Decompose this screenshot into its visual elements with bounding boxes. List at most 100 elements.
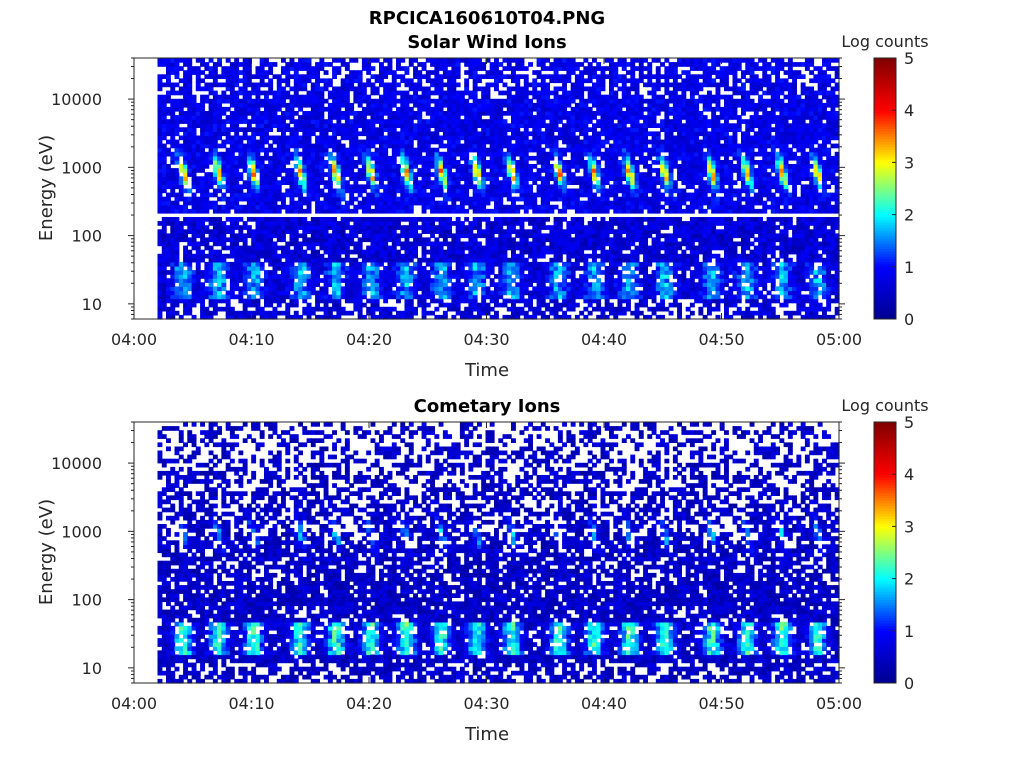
heatmap-cell xyxy=(366,147,372,153)
heatmap-cell xyxy=(221,119,227,124)
heatmap-cell xyxy=(310,94,316,100)
heatmap-cell xyxy=(302,225,308,230)
heatmap-cell xyxy=(161,282,167,287)
heatmap-cell xyxy=(477,282,482,287)
heatmap-cell xyxy=(204,123,210,128)
heatmap-cell xyxy=(212,290,218,296)
heatmap-cell xyxy=(272,314,278,320)
heatmap-cell xyxy=(344,257,350,263)
heatmap-cell xyxy=(374,217,380,222)
heatmap-cell xyxy=(174,62,180,67)
heatmap-cell xyxy=(472,90,478,96)
heatmap-cell xyxy=(200,286,205,292)
heatmap-cell xyxy=(195,106,201,112)
heatmap-cell xyxy=(170,266,176,271)
heatmap-cell xyxy=(217,135,222,141)
heatmap-cell xyxy=(259,102,265,108)
heatmap-cell xyxy=(396,123,401,128)
heatmap-cell xyxy=(200,192,205,198)
heatmap-cell xyxy=(255,90,261,96)
heatmap-cell xyxy=(421,274,427,279)
heatmap-cell xyxy=(255,70,261,75)
heatmap-cell xyxy=(404,274,410,279)
heatmap-cell xyxy=(183,237,188,243)
heatmap-cell xyxy=(536,188,542,194)
heatmap-cell xyxy=(212,90,218,96)
heatmap-cell xyxy=(323,225,329,230)
heatmap-cell xyxy=(519,270,525,275)
heatmap-cell xyxy=(276,294,282,300)
heatmap-cell xyxy=(298,62,303,67)
heatmap-cell xyxy=(430,253,435,259)
heatmap-cell xyxy=(225,98,231,104)
heatmap-cell xyxy=(306,314,312,320)
heatmap-cell xyxy=(489,143,495,149)
heatmap-cell xyxy=(451,70,457,75)
heatmap-cell xyxy=(170,282,176,287)
heatmap-cell xyxy=(187,294,193,300)
heatmap-cell xyxy=(285,70,291,75)
heatmap-cell xyxy=(494,106,499,112)
heatmap-cell xyxy=(208,119,214,124)
heatmap-cell xyxy=(268,261,274,267)
heatmap-cell xyxy=(489,221,495,226)
heatmap-cell xyxy=(285,225,291,230)
heatmap-cell xyxy=(536,192,542,198)
heatmap-cell xyxy=(238,151,244,157)
heatmap-cell xyxy=(285,188,291,194)
heatmap-cell xyxy=(242,70,248,75)
heatmap-cell xyxy=(396,172,401,177)
heatmap-cell xyxy=(246,143,252,149)
heatmap-cell xyxy=(349,249,355,255)
heatmap-cell xyxy=(327,180,333,185)
heatmap-cell xyxy=(481,168,487,173)
heatmap-cell xyxy=(166,168,171,173)
heatmap-cell xyxy=(268,233,274,239)
heatmap-cell xyxy=(259,147,265,153)
heatmap-cell xyxy=(391,115,397,120)
heatmap-cell xyxy=(336,180,342,185)
heatmap-cell xyxy=(421,176,427,181)
heatmap-cell xyxy=(434,282,440,287)
heatmap-cell xyxy=(396,115,401,120)
heatmap-cell xyxy=(511,98,516,104)
heatmap-cell xyxy=(536,184,542,190)
heatmap-cell xyxy=(477,217,482,222)
heatmap-cell xyxy=(553,184,559,190)
heatmap-cell xyxy=(353,143,359,149)
heatmap-cell xyxy=(451,94,457,100)
heatmap-cell xyxy=(553,164,559,169)
heatmap-cell xyxy=(315,119,320,124)
heatmap-cell xyxy=(536,90,542,96)
heatmap-cell xyxy=(494,192,499,198)
heatmap-cell xyxy=(157,278,163,283)
heatmap-cell xyxy=(459,184,465,190)
heatmap-cell xyxy=(459,253,465,259)
heatmap-cell xyxy=(464,282,470,287)
heatmap-cell xyxy=(178,188,184,194)
heatmap-cell xyxy=(374,266,380,271)
heatmap-cell xyxy=(383,70,389,75)
heatmap-cell xyxy=(374,314,380,320)
heatmap-cell xyxy=(310,282,316,287)
heatmap-cell xyxy=(208,314,214,320)
heatmap-cell xyxy=(438,58,444,63)
heatmap-cell xyxy=(200,298,205,304)
heatmap-cell xyxy=(400,294,406,300)
heatmap-cell xyxy=(536,294,542,300)
heatmap-cell xyxy=(489,253,495,259)
heatmap-cell xyxy=(259,168,265,173)
heatmap-cell xyxy=(327,119,333,124)
heatmap-cell xyxy=(468,164,474,169)
heatmap-cell xyxy=(229,86,235,92)
heatmap-cell xyxy=(302,233,308,239)
heatmap-cell xyxy=(238,115,244,120)
heatmap-cell xyxy=(442,160,448,165)
heatmap-cell xyxy=(229,155,235,161)
heatmap-cell xyxy=(221,160,227,165)
heatmap-cell xyxy=(425,143,431,149)
heatmap-cell xyxy=(391,184,397,190)
heatmap-cell xyxy=(191,168,197,173)
heatmap-cell xyxy=(157,282,163,287)
heatmap-cell xyxy=(430,270,435,275)
